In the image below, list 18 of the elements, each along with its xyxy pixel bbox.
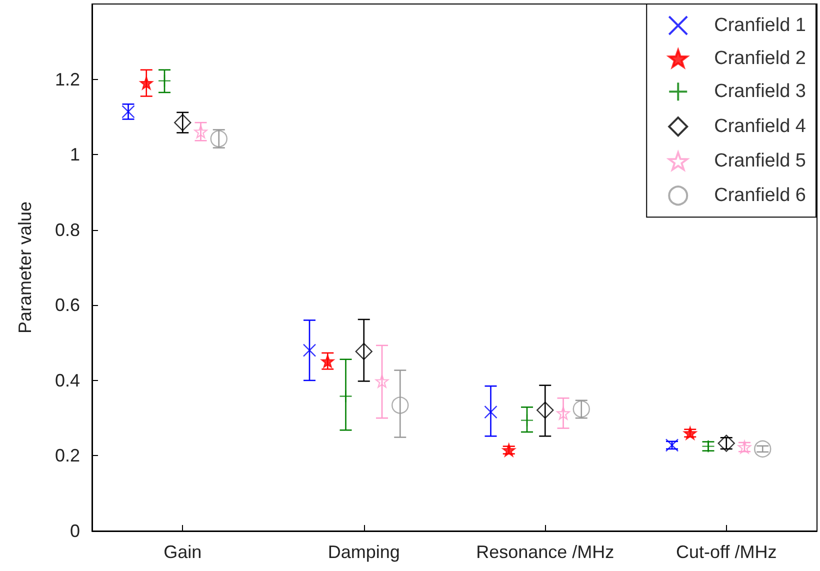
legend-label: Cranfield 3 (714, 81, 806, 102)
legend-label: Cranfield 6 (714, 185, 806, 206)
legend-label: Cranfield 2 (714, 48, 806, 70)
legend-label: Cranfield 1 (714, 15, 806, 36)
x-tick-label: Resonance /MHz (476, 542, 614, 562)
y-tick-label: 0 (70, 521, 80, 541)
y-tick-label: 0.4 (54, 370, 80, 390)
y-tick-label: 0.2 (54, 446, 80, 466)
y-axis-title: Parameter value (15, 201, 35, 334)
y-tick-label: 0.6 (54, 295, 80, 316)
legend-label: Cranfield 5 (714, 150, 806, 172)
x-tick-label: Damping (328, 542, 400, 562)
legend-label: Cranfield 4 (714, 116, 806, 138)
y-tick-label: 0.8 (54, 220, 80, 240)
x-tick-label: Cut-off /MHz (676, 542, 777, 562)
y-tick-label: 1 (70, 144, 80, 165)
x-tick-label: Gain (164, 542, 202, 562)
y-tick-label: 1.2 (54, 69, 80, 90)
